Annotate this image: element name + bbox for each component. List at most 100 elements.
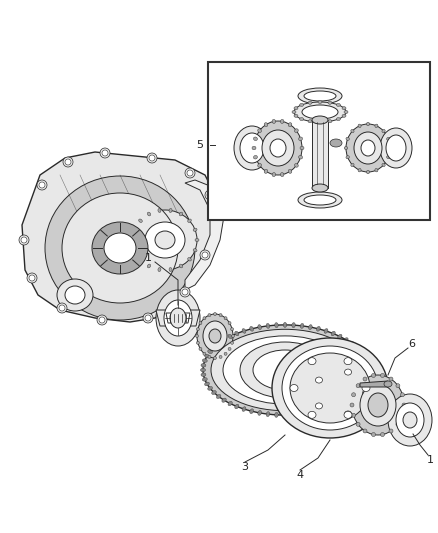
Ellipse shape	[299, 156, 303, 159]
Ellipse shape	[193, 228, 197, 231]
Ellipse shape	[145, 222, 185, 258]
Ellipse shape	[294, 164, 298, 167]
Ellipse shape	[254, 156, 258, 159]
Ellipse shape	[363, 377, 367, 381]
Ellipse shape	[270, 139, 286, 157]
Ellipse shape	[344, 147, 348, 149]
Ellipse shape	[19, 235, 29, 245]
Ellipse shape	[344, 398, 348, 402]
Ellipse shape	[201, 373, 206, 376]
Ellipse shape	[375, 124, 378, 127]
Ellipse shape	[205, 190, 215, 200]
Ellipse shape	[388, 147, 392, 149]
Ellipse shape	[315, 377, 322, 383]
Ellipse shape	[298, 192, 342, 208]
Ellipse shape	[240, 342, 330, 398]
Ellipse shape	[308, 410, 312, 415]
Ellipse shape	[371, 374, 375, 377]
Ellipse shape	[356, 422, 360, 426]
Ellipse shape	[280, 173, 284, 176]
Ellipse shape	[39, 182, 45, 188]
Ellipse shape	[288, 123, 292, 126]
Ellipse shape	[318, 120, 322, 124]
Ellipse shape	[208, 386, 212, 390]
Ellipse shape	[29, 275, 35, 281]
Ellipse shape	[27, 273, 37, 283]
Text: 1: 1	[145, 253, 152, 263]
Ellipse shape	[212, 391, 216, 394]
Ellipse shape	[317, 326, 320, 331]
Ellipse shape	[223, 336, 347, 404]
Ellipse shape	[205, 354, 209, 358]
Ellipse shape	[216, 342, 221, 345]
Ellipse shape	[213, 312, 216, 316]
Ellipse shape	[352, 393, 356, 397]
Ellipse shape	[403, 412, 417, 428]
Ellipse shape	[300, 324, 304, 328]
Ellipse shape	[351, 163, 354, 167]
Ellipse shape	[282, 346, 378, 430]
Ellipse shape	[320, 376, 360, 410]
Ellipse shape	[266, 324, 270, 328]
Ellipse shape	[234, 126, 270, 170]
Ellipse shape	[346, 138, 350, 140]
Ellipse shape	[131, 238, 135, 241]
Ellipse shape	[364, 364, 369, 367]
Ellipse shape	[203, 325, 367, 415]
Ellipse shape	[208, 350, 212, 353]
Ellipse shape	[294, 114, 298, 117]
Ellipse shape	[65, 286, 85, 304]
Ellipse shape	[292, 413, 295, 417]
Ellipse shape	[367, 122, 370, 126]
Ellipse shape	[381, 433, 385, 437]
Ellipse shape	[396, 403, 424, 437]
Ellipse shape	[294, 107, 298, 110]
Ellipse shape	[331, 404, 335, 409]
Ellipse shape	[304, 91, 336, 101]
Ellipse shape	[99, 317, 105, 323]
Polygon shape	[360, 381, 388, 387]
Ellipse shape	[224, 317, 227, 320]
Ellipse shape	[143, 313, 153, 323]
Ellipse shape	[231, 341, 233, 344]
Ellipse shape	[224, 352, 227, 356]
Ellipse shape	[209, 329, 221, 343]
Ellipse shape	[308, 411, 316, 418]
Ellipse shape	[219, 356, 222, 358]
Ellipse shape	[344, 358, 352, 365]
Ellipse shape	[308, 358, 316, 365]
Ellipse shape	[300, 103, 304, 107]
Ellipse shape	[202, 377, 207, 381]
Text: 4: 4	[297, 470, 304, 480]
Ellipse shape	[203, 352, 206, 356]
Ellipse shape	[222, 398, 226, 402]
Ellipse shape	[199, 321, 202, 325]
Ellipse shape	[344, 338, 348, 342]
Ellipse shape	[235, 404, 239, 409]
Ellipse shape	[196, 341, 199, 344]
Ellipse shape	[228, 348, 231, 350]
Ellipse shape	[338, 334, 342, 338]
Ellipse shape	[200, 250, 210, 260]
Ellipse shape	[283, 413, 287, 417]
Ellipse shape	[147, 264, 151, 268]
Ellipse shape	[381, 374, 385, 377]
Ellipse shape	[308, 120, 312, 123]
Ellipse shape	[353, 345, 358, 350]
Ellipse shape	[299, 137, 303, 141]
Ellipse shape	[292, 110, 296, 114]
Ellipse shape	[205, 382, 209, 386]
Ellipse shape	[228, 334, 232, 338]
Ellipse shape	[304, 195, 336, 205]
Ellipse shape	[158, 268, 161, 271]
Ellipse shape	[188, 219, 191, 222]
Ellipse shape	[298, 88, 342, 104]
Ellipse shape	[346, 156, 350, 159]
Ellipse shape	[250, 326, 254, 331]
Ellipse shape	[342, 114, 346, 117]
Ellipse shape	[300, 411, 304, 417]
Ellipse shape	[264, 169, 268, 173]
Ellipse shape	[59, 305, 65, 311]
Ellipse shape	[298, 357, 382, 429]
Ellipse shape	[139, 219, 142, 222]
